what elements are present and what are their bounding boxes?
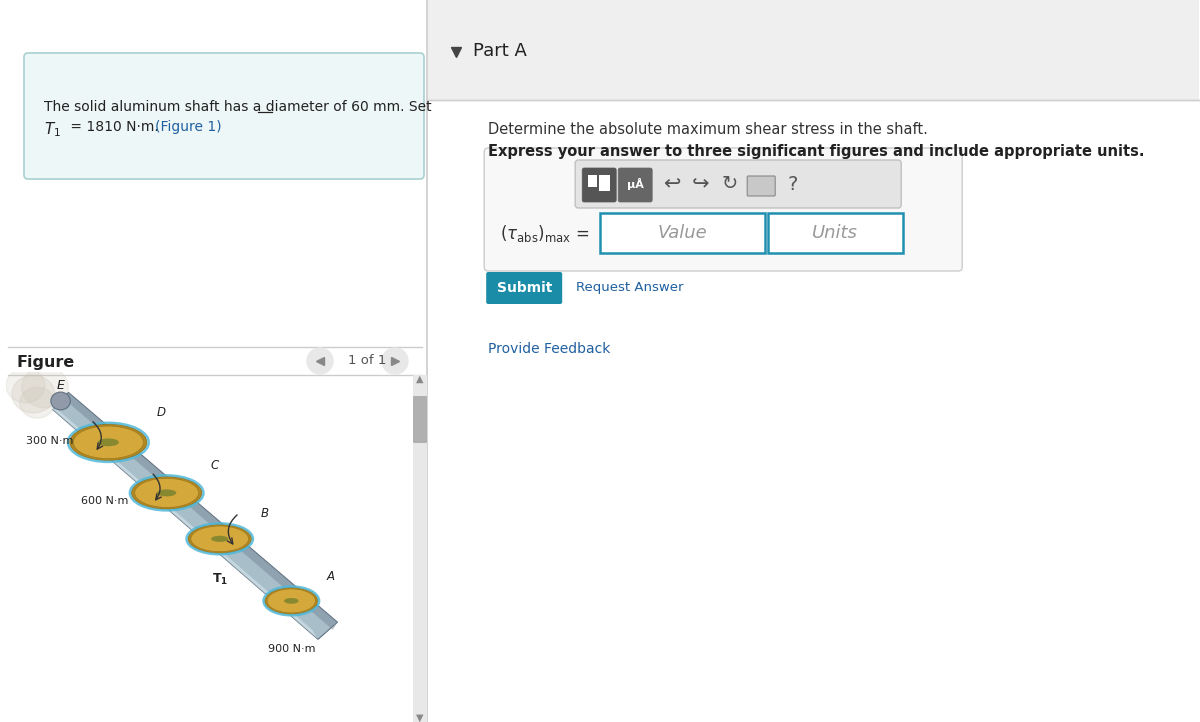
Text: 600 N·m: 600 N·m bbox=[80, 497, 128, 506]
Text: Units: Units bbox=[812, 224, 858, 242]
Text: 1 of 1: 1 of 1 bbox=[348, 355, 386, 367]
Polygon shape bbox=[65, 392, 337, 630]
Ellipse shape bbox=[284, 598, 299, 604]
Circle shape bbox=[19, 387, 55, 418]
FancyBboxPatch shape bbox=[582, 168, 617, 202]
Ellipse shape bbox=[98, 438, 119, 446]
Text: 300 N·m: 300 N·m bbox=[26, 435, 74, 445]
FancyBboxPatch shape bbox=[485, 148, 962, 271]
Text: $T_1$: $T_1$ bbox=[44, 120, 61, 139]
Ellipse shape bbox=[70, 424, 146, 461]
Ellipse shape bbox=[132, 477, 202, 509]
FancyBboxPatch shape bbox=[588, 175, 598, 187]
Ellipse shape bbox=[188, 524, 252, 553]
Ellipse shape bbox=[134, 478, 199, 508]
Text: Value: Value bbox=[658, 224, 707, 242]
Text: B: B bbox=[260, 507, 269, 520]
Text: ?: ? bbox=[788, 175, 798, 193]
Ellipse shape bbox=[50, 392, 71, 410]
FancyBboxPatch shape bbox=[618, 168, 653, 202]
Text: The solid aluminum shaft has a diameter of 60 mm. Set: The solid aluminum shaft has a diameter … bbox=[44, 100, 432, 114]
FancyBboxPatch shape bbox=[428, 0, 1199, 100]
Text: Provide Feedback: Provide Feedback bbox=[488, 342, 611, 356]
Ellipse shape bbox=[265, 588, 318, 614]
Ellipse shape bbox=[157, 490, 176, 497]
Text: ▲: ▲ bbox=[416, 374, 424, 384]
Text: Determine the absolute maximum shear stress in the shaft.: Determine the absolute maximum shear str… bbox=[488, 122, 928, 137]
FancyBboxPatch shape bbox=[486, 272, 563, 304]
Text: Part A: Part A bbox=[473, 42, 527, 60]
FancyBboxPatch shape bbox=[768, 213, 904, 253]
Ellipse shape bbox=[268, 589, 316, 613]
FancyBboxPatch shape bbox=[413, 375, 427, 722]
Circle shape bbox=[6, 368, 46, 403]
Text: (Figure 1): (Figure 1) bbox=[155, 120, 222, 134]
Text: D: D bbox=[156, 406, 166, 419]
Circle shape bbox=[12, 375, 55, 413]
Text: C: C bbox=[211, 459, 220, 472]
FancyBboxPatch shape bbox=[748, 176, 775, 196]
FancyBboxPatch shape bbox=[24, 53, 424, 179]
Text: 900 N·m: 900 N·m bbox=[268, 644, 316, 653]
Text: μÅ: μÅ bbox=[626, 178, 643, 190]
FancyBboxPatch shape bbox=[600, 213, 766, 253]
Ellipse shape bbox=[191, 526, 248, 552]
FancyBboxPatch shape bbox=[575, 160, 901, 208]
Circle shape bbox=[382, 348, 408, 374]
Ellipse shape bbox=[211, 536, 228, 542]
FancyBboxPatch shape bbox=[599, 175, 611, 191]
Text: E: E bbox=[56, 379, 65, 392]
FancyBboxPatch shape bbox=[413, 396, 427, 443]
Circle shape bbox=[307, 348, 334, 374]
Text: Submit: Submit bbox=[497, 281, 552, 295]
Text: $(\tau_{\rm abs})_{\rm max}$ =: $(\tau_{\rm abs})_{\rm max}$ = bbox=[500, 222, 589, 243]
Text: ↻: ↻ bbox=[722, 175, 738, 193]
Text: Figure: Figure bbox=[16, 355, 74, 370]
Text: Express your answer to three significant figures and include appropriate units.: Express your answer to three significant… bbox=[488, 144, 1145, 159]
Text: = 1810 N·m.: = 1810 N·m. bbox=[66, 120, 158, 134]
Polygon shape bbox=[53, 392, 337, 640]
Text: $\mathbf{T_1}$: $\mathbf{T_1}$ bbox=[212, 571, 228, 586]
Ellipse shape bbox=[73, 426, 144, 458]
Text: ↪: ↪ bbox=[691, 174, 709, 194]
Circle shape bbox=[22, 367, 68, 408]
Polygon shape bbox=[49, 402, 318, 640]
Text: ▼: ▼ bbox=[416, 713, 424, 722]
Text: Request Answer: Request Answer bbox=[576, 282, 684, 295]
Text: A: A bbox=[326, 570, 334, 583]
Text: ↩: ↩ bbox=[664, 174, 680, 194]
